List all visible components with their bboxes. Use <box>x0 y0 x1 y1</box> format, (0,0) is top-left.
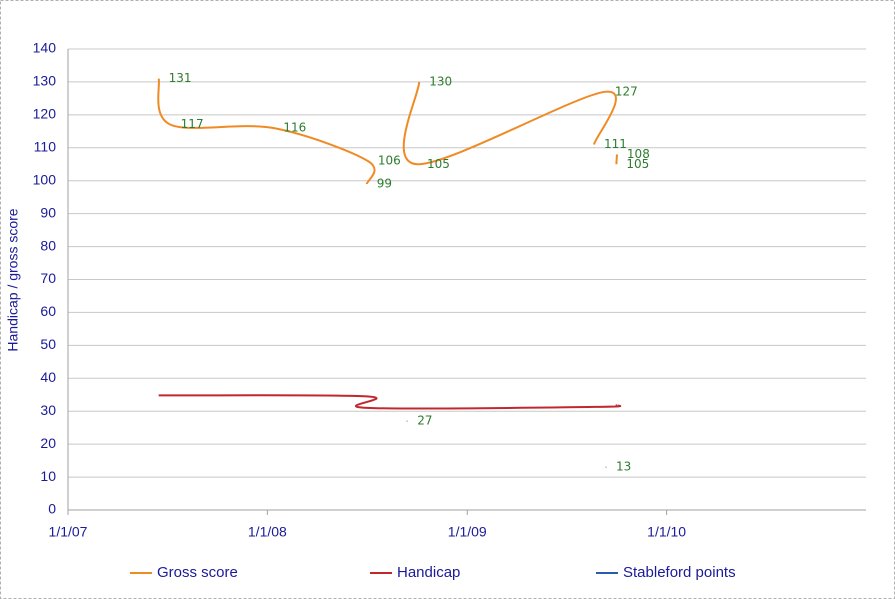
data-label: 117 <box>181 117 204 131</box>
y-tick-label: 130 <box>33 73 57 89</box>
y-tick-label: 10 <box>40 468 56 484</box>
data-label: 106 <box>378 153 401 167</box>
y-tick-label: 50 <box>40 336 56 352</box>
series-point <box>605 466 608 469</box>
y-tick-label: 120 <box>33 106 57 122</box>
data-label: 27 <box>417 414 432 428</box>
y-tick-label: 110 <box>34 138 57 154</box>
y-tick-label: 90 <box>40 204 56 220</box>
data-label: 111 <box>604 137 627 151</box>
y-tick-label: 60 <box>40 303 56 319</box>
data-label: 131 <box>169 71 192 85</box>
data-label: 116 <box>283 121 306 135</box>
data-label: 127 <box>615 84 638 98</box>
series-line <box>158 394 622 410</box>
y-axis-title: Handicap / gross score <box>5 208 21 351</box>
y-tick-label: 0 <box>48 501 56 517</box>
data-label: 105 <box>626 157 649 171</box>
x-tick-label: 1/1/07 <box>49 524 88 540</box>
series-line <box>157 78 376 185</box>
series-line <box>402 81 617 166</box>
x-tick-label: 1/1/10 <box>647 524 686 540</box>
legend-label: Stableford points <box>623 564 736 581</box>
y-tick-label: 20 <box>40 435 56 451</box>
x-tick-label: 1/1/08 <box>248 524 287 540</box>
y-tick-label: 80 <box>40 237 56 253</box>
data-label: 13 <box>616 460 631 474</box>
y-tick-label: 40 <box>40 369 56 385</box>
legend-label: Gross score <box>157 564 238 581</box>
x-tick-label: 1/1/09 <box>448 524 487 540</box>
data-label: 130 <box>429 74 452 88</box>
series-line <box>615 154 618 165</box>
legend-label: Handicap <box>397 564 460 581</box>
y-tick-label: 30 <box>40 402 56 418</box>
data-label: 108 <box>627 147 650 161</box>
y-tick-label: 140 <box>33 40 57 56</box>
y-tick-label: 100 <box>33 171 57 187</box>
y-tick-label: 70 <box>40 270 56 286</box>
data-label: 99 <box>377 177 392 191</box>
data-label: 105 <box>427 157 450 171</box>
series-point <box>406 420 409 423</box>
